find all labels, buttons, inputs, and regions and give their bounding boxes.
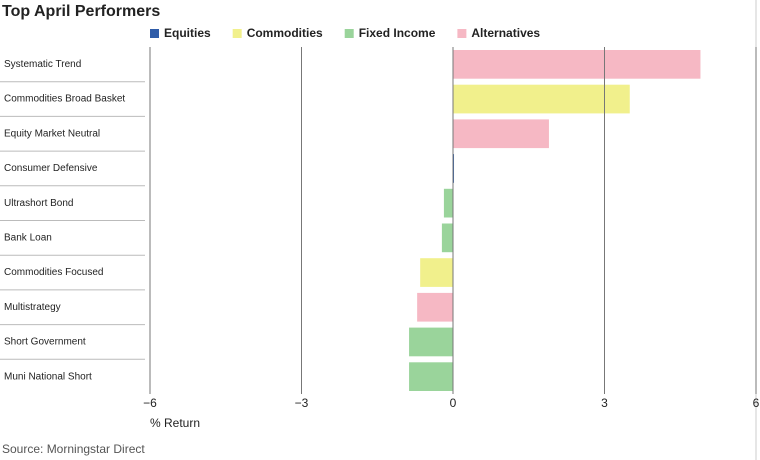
bar: [420, 258, 453, 287]
bar: [453, 84, 630, 114]
legend-label: Equities: [164, 26, 211, 40]
legend-swatch: [232, 29, 242, 38]
y-tick-label: Systematic Trend: [4, 59, 81, 70]
legend-label: Fixed Income: [359, 26, 436, 40]
x-tick-label: −3: [295, 396, 309, 410]
legend-swatch: [344, 29, 354, 38]
chart-title: Top April Performers: [2, 3, 160, 20]
x-tick-label: 3: [601, 396, 608, 410]
bar: [443, 188, 453, 218]
y-tick-label: Consumer Defensive: [4, 163, 98, 174]
bar: [409, 362, 453, 391]
legend-label: Alternatives: [471, 26, 540, 40]
source-note: Source: Morningstar Direct: [2, 442, 145, 456]
legend-swatch: [150, 29, 159, 38]
bar: [441, 223, 453, 253]
bar: [453, 119, 549, 149]
y-tick-label: Commodities Focused: [4, 267, 103, 278]
legend-label: Commodities: [247, 26, 323, 40]
y-tick-label: Ultrashort Bond: [4, 198, 73, 209]
y-tick-label: Muni National Short: [4, 371, 92, 382]
x-tick-label: −6: [143, 396, 157, 410]
bar: [417, 292, 453, 322]
y-tick-label: Multistrategy: [4, 302, 61, 313]
y-tick-label: Equity Market Neutral: [4, 128, 100, 139]
x-tick-label: 0: [450, 396, 457, 410]
y-tick-label: Commodities Broad Basket: [4, 94, 125, 105]
x-tick-label: 6: [753, 396, 760, 410]
legend-swatch: [457, 29, 467, 38]
y-tick-label: Short Government: [4, 337, 86, 348]
bar: [453, 154, 455, 183]
x-axis-label: % Return: [150, 416, 200, 430]
bar: [409, 327, 453, 357]
y-tick-label: Bank Loan: [4, 232, 52, 243]
bar: [453, 50, 701, 79]
